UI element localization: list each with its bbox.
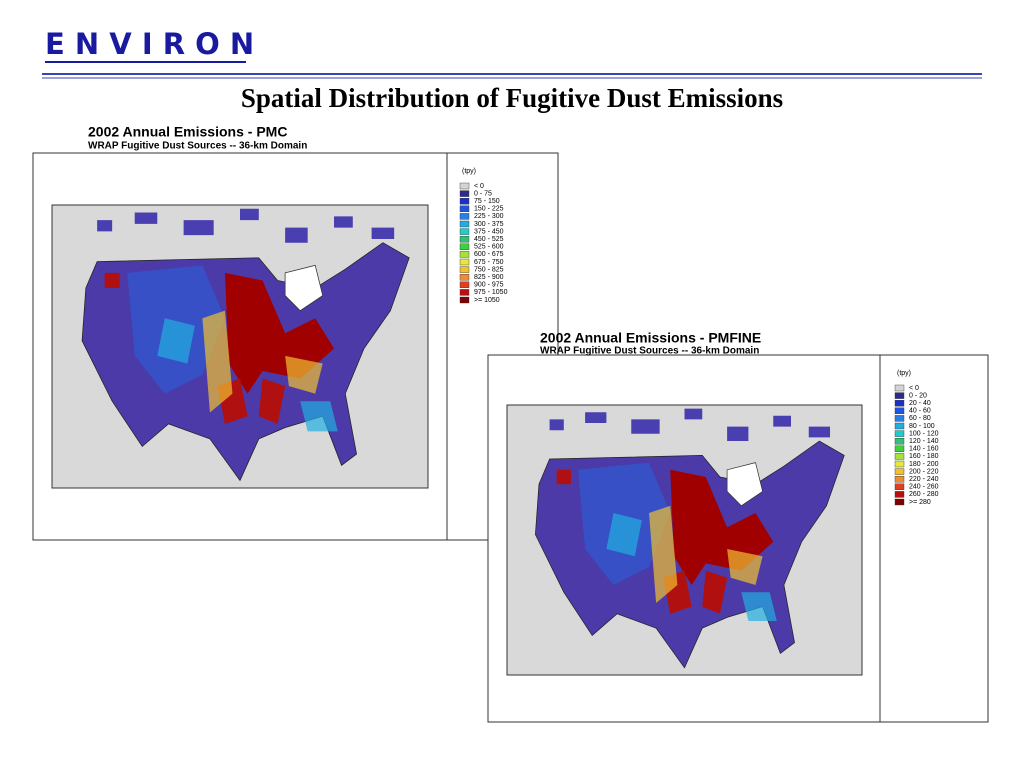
legend-swatch [894,400,905,407]
legend-swatch [459,251,470,258]
legend-label: 140 - 160 [909,446,939,453]
legend-label: 20 - 40 [909,400,931,407]
legend-swatch [459,228,470,235]
legend-label: 450 - 525 [474,236,504,243]
legend-label: 220 - 240 [909,476,939,483]
legend-label: 240 - 260 [909,484,939,491]
legend-swatch [459,220,470,228]
legend-label: 0 - 75 [474,190,492,197]
legend-swatch [459,266,470,273]
legend-label: 0 - 20 [909,392,927,399]
legend-label: 60 - 80 [909,415,931,422]
legend-swatch [459,197,470,205]
legend-swatch [459,243,470,251]
map-panel: 2002 Annual Emissions - PMFINE WRAP Fugi… [487,330,989,723]
legend-label: 100 - 120 [909,430,939,437]
legend-swatch [459,281,470,288]
legend-label: 900 - 975 [474,282,504,289]
legend-swatch [894,430,905,437]
legend-label: 120 - 140 [909,438,939,445]
legend-label: 375 - 450 [474,228,504,235]
legend-swatch [894,384,905,392]
legend-swatch [894,483,905,490]
map-frame [51,204,429,489]
legend-label: >= 1050 [474,297,500,304]
legend-label: 525 - 600 [474,244,504,251]
legend-swatch [894,415,905,422]
legend-swatch [459,190,470,197]
legend-swatch [459,258,470,266]
legend-swatch [894,476,905,483]
legend-label: 975 - 1050 [474,289,508,296]
legend-swatch [894,445,905,452]
legend-label: 200 - 220 [909,468,939,475]
legend-label: 300 - 375 [474,221,504,228]
legend-label: 825 - 900 [474,274,504,281]
legend-swatch [894,453,905,460]
legend-label: 260 - 280 [909,491,939,498]
legend-swatch [894,498,905,506]
legend-swatch [459,235,470,243]
legend-swatch [894,468,905,475]
slide-title: Spatial Distribution of Fugitive Dust Em… [241,83,783,113]
legend-label: < 0 [909,385,919,392]
legend-swatch [459,205,470,213]
legend-swatch [894,407,905,414]
legend-swatch [459,274,470,281]
legend-label: 225 - 300 [474,213,504,220]
legend-label: 75 - 150 [474,198,500,205]
legend-swatch [459,182,470,190]
legend-label: < 0 [474,183,484,190]
legend-swatch [894,460,905,468]
legend-swatch [459,296,470,304]
legend-swatch [894,438,905,445]
legend-label: 600 - 675 [474,251,504,258]
map-frame [506,404,863,676]
legend-swatch [894,392,905,399]
legend-label: 40 - 60 [909,408,931,415]
logo: E N V I R O N [45,27,254,61]
map [507,405,862,675]
panel-subtitle: WRAP Fugitive Dust Sources -- 36-km Doma… [88,141,307,152]
legend-label: 675 - 750 [474,259,504,266]
map-panel: 2002 Annual Emissions - PMC WRAP Fugitiv… [32,124,559,541]
legend-label: 160 - 180 [909,453,939,460]
legend-title: (tpy) [462,168,476,175]
panel-subtitle: WRAP Fugitive Dust Sources -- 36-km Doma… [540,346,759,357]
legend-label: 150 - 225 [474,206,504,213]
legend-label: 80 - 100 [909,423,935,430]
legend-swatch [894,491,905,498]
legend-title: (tpy) [897,370,911,377]
legend-label: 180 - 200 [909,461,939,468]
map [52,205,428,488]
panel-title: 2002 Annual Emissions - PMC [88,124,287,140]
legend-label: >= 280 [909,499,931,506]
panel-title: 2002 Annual Emissions - PMFINE [540,330,761,346]
legend-swatch [894,422,905,430]
legend-swatch [459,213,470,220]
legend-label: 750 - 825 [474,266,504,273]
legend-swatch [459,289,470,296]
